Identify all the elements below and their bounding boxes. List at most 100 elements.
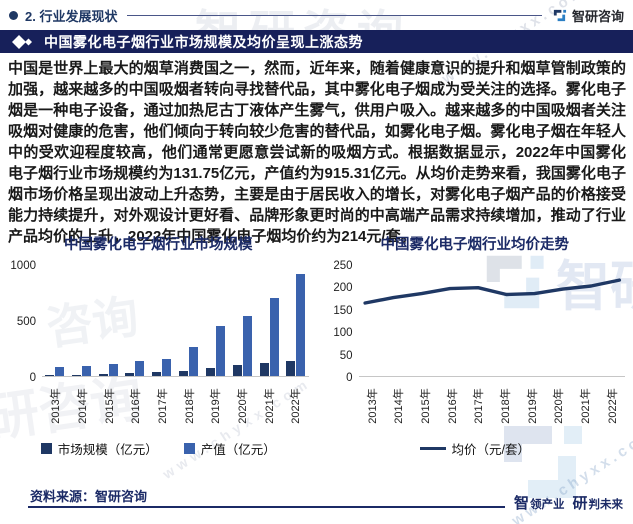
bar [232, 365, 242, 376]
body-paragraph: 中国是世界上最大的烟草消费国之一，然而，近年来，随着健康意识的提升和烟草管制政策… [8, 60, 626, 245]
bar-chart-title: 中国雾化电子烟行业市场规模 [64, 237, 253, 253]
x-axis-tick-label: 2022年 [606, 388, 619, 424]
x-axis-tick-label: 2018年 [183, 388, 196, 424]
x-axis-tick-label: 2015年 [103, 388, 116, 424]
x-axis-tick-label: 2019年 [526, 388, 539, 424]
line-chart: 中国雾化电子烟行业均价走势 0 50 100 150 200 250 2013年 2014年… [325, 233, 626, 458]
x-axis-tick-label: 2020年 [236, 388, 249, 424]
x-axis-tick: 2018年 [175, 379, 202, 433]
bar [81, 365, 91, 376]
bar [179, 370, 189, 376]
x-axis-tick: 2021年 [255, 379, 282, 433]
y-axis-tick: 250 [333, 260, 353, 272]
bar [242, 316, 252, 376]
bar [98, 373, 108, 376]
y-axis-tick: 500 [16, 316, 36, 328]
brand-slogan: 智 领产业 研 判未来 [514, 492, 623, 513]
x-axis-tick: 2019年 [518, 379, 545, 433]
bar [269, 297, 279, 376]
bar [189, 347, 199, 376]
x-axis-tick: 2015年 [95, 379, 122, 433]
line-chart-x-axis: 2013年 2014年 2015年 2016年 2017年 2018年 2019年 2020年… [359, 379, 626, 433]
x-axis-tick: 2022年 [598, 379, 625, 433]
bar [55, 367, 64, 376]
charts-row: 中国雾化电子烟行业市场规模 0 500 1000 2013年 2014年 2015年 20… [8, 233, 625, 458]
bar [45, 375, 54, 376]
x-axis-tick-label: 2021年 [580, 388, 593, 424]
x-axis-tick-label: 2019年 [210, 388, 223, 424]
legend-label: 市场规模（亿元） [57, 443, 158, 457]
bar-group-2021年 [259, 297, 279, 376]
y-axis-tick: 0 [29, 372, 36, 384]
bar [108, 364, 118, 376]
slogan-part: 判未来 [588, 499, 624, 511]
brand-logo: 智研咨询 [552, 6, 624, 25]
bar-group-2020年 [232, 316, 252, 376]
x-axis-tick-label: 2020年 [553, 388, 566, 424]
x-axis-tick: 2015年 [412, 379, 439, 433]
slogan-part: 智 [513, 495, 529, 512]
x-axis-tick-label: 2018年 [500, 388, 513, 424]
x-axis-tick: 2019年 [202, 379, 229, 433]
bar-group-2014年 [71, 365, 91, 376]
output-value-swatch-icon [183, 443, 195, 454]
section-bullet-icon [9, 10, 18, 20]
y-axis-tick: 50 [339, 349, 353, 362]
x-axis-tick-label: 2017年 [473, 388, 486, 424]
x-axis-tick: 2020年 [229, 379, 256, 433]
x-axis-tick: 2014年 [69, 379, 96, 433]
legend-label: 均价（元/套） [451, 443, 530, 457]
bar [296, 273, 306, 376]
x-axis-tick-label: 2022年 [290, 388, 303, 424]
source-note: 资料来源：智研咨询 [30, 489, 148, 504]
market-size-swatch-icon [40, 443, 52, 454]
bar [125, 372, 135, 376]
bar [71, 374, 81, 376]
x-axis-tick-label: 2014年 [76, 388, 89, 424]
bar-group-2013年 [45, 367, 64, 376]
bar-group-2022年 [286, 273, 306, 376]
bar-group-2017年 [152, 358, 172, 376]
slogan-part: 研 [572, 495, 588, 512]
bar [286, 361, 296, 376]
x-axis-tick: 2016年 [122, 379, 149, 433]
diamond-icon [12, 34, 32, 49]
line-chart-plot [358, 264, 625, 377]
legend-item-average-price: 均价（元/套） [419, 439, 530, 458]
bar-chart-legend: 市场规模（亿元） 产值（亿元） [8, 439, 309, 458]
average-price-line-swatch-icon [419, 446, 446, 451]
legend-item-output-value: 产值（亿元） [183, 439, 276, 458]
bar [135, 361, 145, 376]
x-axis-tick: 2021年 [572, 379, 599, 433]
section-label: 2. 行业发展现状 [25, 8, 118, 24]
x-axis-tick: 2016年 [438, 379, 465, 433]
line-chart-title: 中国雾化电子烟行业均价走势 [380, 237, 570, 253]
x-axis-tick-label: 2016年 [446, 388, 459, 424]
bar-chart: 中国雾化电子烟行业市场规模 0 500 1000 2013年 2014年 2015年 20… [8, 233, 309, 458]
x-axis-tick: 2013年 [42, 379, 69, 433]
line-chart-plot-wrap: 0 50 100 150 200 250 [325, 260, 625, 384]
brand-name: 智研咨询 [571, 8, 624, 24]
x-axis-tick: 2018年 [492, 379, 519, 433]
x-axis-tick-label: 2017年 [156, 388, 169, 424]
x-axis-tick: 2017年 [465, 379, 492, 433]
x-axis-tick: 2017年 [149, 379, 176, 433]
y-axis-tick: 150 [333, 304, 353, 317]
bar-chart-x-axis: 2013年 2014年 2015年 2016年 2017年 2018年 2019年 2020年… [42, 379, 309, 433]
bar [205, 367, 215, 376]
x-axis-tick-label: 2014年 [393, 388, 406, 424]
x-axis-tick-label: 2013年 [50, 388, 63, 424]
x-axis-tick: 2022年 [282, 379, 309, 433]
headline-band: 中国雾化电子烟行业市场规模及均价呈现上涨态势 [0, 30, 633, 53]
page-title: 中国雾化电子烟行业市场规模及均价呈现上涨态势 [44, 33, 363, 50]
y-axis-tick: 1000 [10, 260, 36, 272]
legend-label: 产值（亿元） [200, 443, 276, 457]
x-axis-tick-label: 2016年 [130, 388, 143, 424]
x-axis-tick: 2013年 [359, 379, 386, 433]
bar-series-area [42, 264, 309, 376]
line-chart-legend: 均价（元/套） [325, 439, 626, 458]
x-axis-tick-label: 2015年 [420, 388, 433, 424]
x-axis-tick-label: 2021年 [263, 388, 276, 424]
bar [162, 358, 172, 376]
y-axis-tick: 100 [333, 327, 353, 340]
